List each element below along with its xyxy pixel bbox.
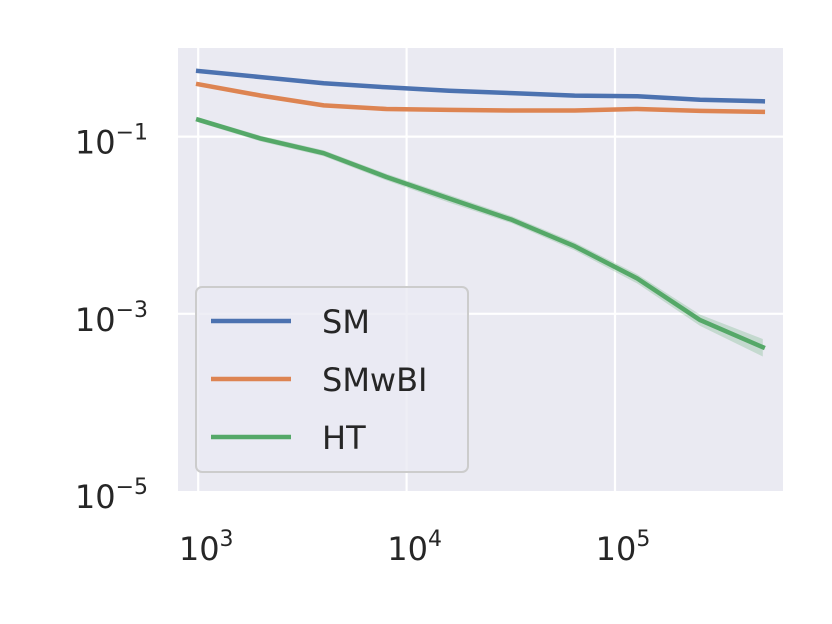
y-tick-label-1: 10−3 <box>75 298 148 339</box>
legend-box <box>195 286 469 473</box>
x-tick-label-2: 105 <box>596 527 651 568</box>
y-tick-label-0: 10−1 <box>75 121 148 162</box>
legend-label-ht: HT <box>322 419 366 457</box>
x-tick-labels: 103 104 105 <box>179 527 651 568</box>
y-tick-labels: 10−1 10−3 10−5 <box>75 121 148 516</box>
legend-label-sm: SM <box>322 303 370 341</box>
x-tick-label-1: 104 <box>387 527 442 568</box>
y-tick-label-2: 10−5 <box>75 475 148 516</box>
legend: SM SMwBI HT <box>195 286 469 473</box>
x-tick-label-0: 103 <box>179 527 234 568</box>
legend-label-smwbi: SMwBI <box>322 361 427 399</box>
series-line-sm <box>195 68 766 104</box>
series-line-ht <box>195 116 766 351</box>
series-group <box>195 68 766 357</box>
series-line-smwbi <box>195 81 766 115</box>
